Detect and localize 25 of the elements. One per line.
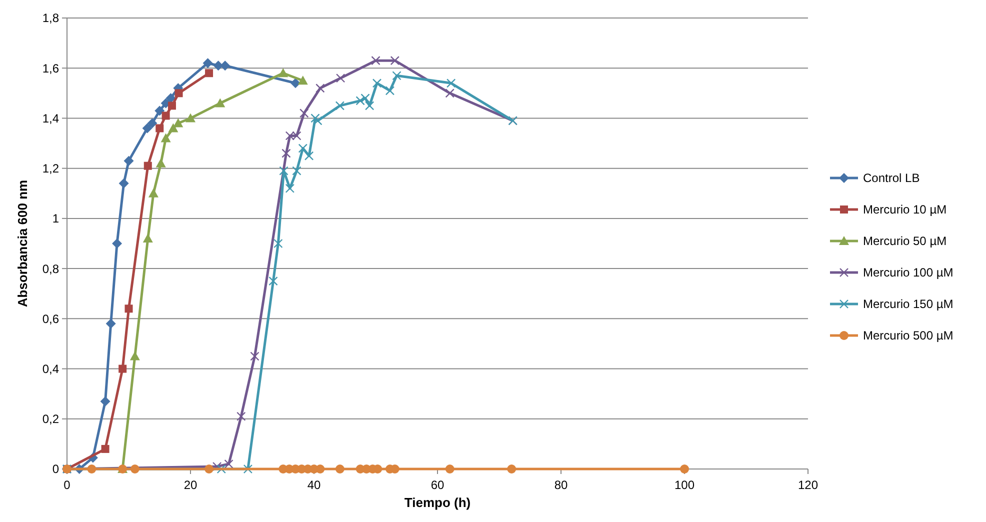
y-tick-label: 0	[52, 462, 60, 476]
x-axis-title: Tiempo (h)	[404, 495, 471, 510]
y-tick-label: 1,8	[42, 11, 60, 26]
y-tick-label: 0,4	[42, 362, 60, 376]
y-tick-label: 0,2	[42, 412, 60, 426]
y-tick-label: 1,4	[42, 111, 60, 126]
x-tick-label: 120	[798, 478, 818, 492]
legend-label: Mercurio 150 µM	[863, 297, 954, 312]
legend-label: Mercurio 10 µM	[863, 202, 947, 217]
legend-label: Control LB	[863, 171, 920, 186]
x-tick-label: 0	[64, 478, 71, 492]
x-tick-label: 60	[430, 478, 444, 492]
legend-label: Mercurio 500 µM	[863, 328, 954, 343]
x-tick-label: 20	[184, 478, 198, 492]
y-tick-label: 1	[52, 212, 60, 226]
legend-label: Mercurio 100 µM	[863, 266, 954, 280]
x-tick-label: 100	[674, 478, 695, 492]
y-tick-label: 1,2	[42, 162, 60, 176]
y-axis-title: Absorbancia 600 nm	[15, 180, 30, 308]
y-tick-label: 0,6	[42, 312, 60, 326]
y-tick-label: 1,6	[42, 61, 60, 76]
legend-label: Mercurio 50 µM	[863, 234, 947, 248]
x-tick-label: 80	[554, 478, 568, 492]
y-tick-label: 0,8	[42, 262, 60, 276]
x-tick-label: 40	[307, 478, 321, 492]
